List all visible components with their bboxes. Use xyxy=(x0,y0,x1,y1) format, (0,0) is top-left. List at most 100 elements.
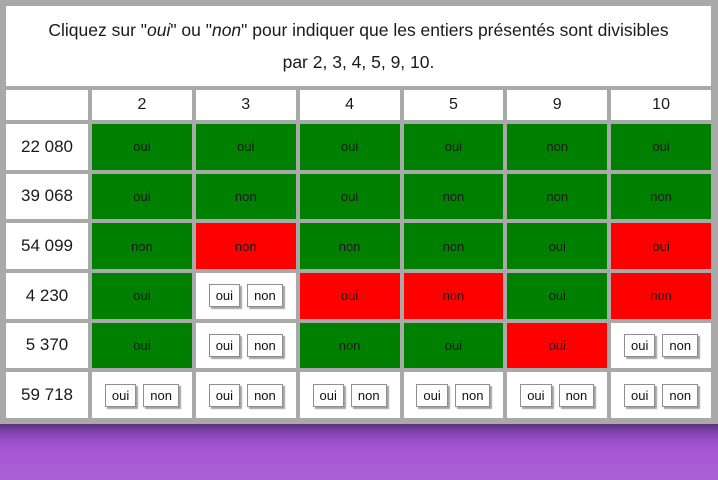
answer-cell: oui xyxy=(611,124,711,170)
non-button[interactable]: non xyxy=(350,383,387,407)
instruction-line2: par 2, 3, 4, 5, 9, 10. xyxy=(282,52,435,72)
row-label: 54 099 xyxy=(6,223,88,269)
answer-cell: oui non xyxy=(195,372,296,418)
instruction-segment: " pour indiquer que les entiers présenté… xyxy=(241,19,669,40)
oui-button[interactable]: oui xyxy=(208,383,241,407)
oui-button[interactable]: oui xyxy=(624,333,656,357)
answer-value: oui xyxy=(652,238,670,254)
non-button[interactable]: non xyxy=(558,383,595,407)
header-cell-5: 5 xyxy=(403,90,504,120)
row-label: 59 718 xyxy=(6,372,88,418)
non-button[interactable]: non xyxy=(143,383,179,407)
instruction-segment: " ou " xyxy=(170,19,212,40)
answer-cell: oui xyxy=(507,322,608,369)
row-label: 39 068 xyxy=(6,173,88,220)
answer-value: non xyxy=(338,337,361,353)
answer-value: oui xyxy=(133,288,151,304)
instruction-keyword: non xyxy=(211,19,242,40)
non-button[interactable]: non xyxy=(454,383,491,407)
non-button[interactable]: non xyxy=(662,333,699,357)
oui-button[interactable]: oui xyxy=(520,383,552,407)
oui-button[interactable]: oui xyxy=(208,284,241,308)
answer-value: oui xyxy=(444,139,463,155)
answer-cell: oui xyxy=(92,124,192,170)
answer-cell: oui xyxy=(92,322,192,369)
answer-cell: oui non xyxy=(195,322,296,369)
header-cell-3: 3 xyxy=(195,90,296,120)
divisibility-table: 2 3 4 5 9 10 22 080 oui oui oui oui non oui 39 068 oui… xyxy=(6,90,711,418)
answer-cell: non xyxy=(403,273,504,319)
answer-value: oui xyxy=(340,288,359,304)
non-button[interactable]: non xyxy=(247,284,283,308)
header-cell-4: 4 xyxy=(299,90,400,120)
oui-button[interactable]: oui xyxy=(104,383,137,407)
answer-value: oui xyxy=(548,337,566,353)
non-button[interactable]: non xyxy=(247,333,283,357)
answer-cell: non xyxy=(507,173,608,220)
answer-cell: non xyxy=(195,223,296,269)
answer-value: oui xyxy=(652,139,670,155)
answer-value: non xyxy=(546,188,569,204)
answer-cell: non xyxy=(92,223,192,269)
answer-cell: oui xyxy=(611,223,711,269)
corner-cell xyxy=(6,90,88,120)
answer-cell: oui non xyxy=(507,372,608,418)
answer-cell: oui xyxy=(92,273,192,319)
instructions-text: Cliquez sur "oui" ou "non" pour indiquer… xyxy=(48,14,668,79)
answer-cell: oui xyxy=(403,322,504,369)
answer-value: non xyxy=(442,188,465,204)
instruction-segment: Cliquez sur " xyxy=(48,19,147,40)
answer-value: oui xyxy=(548,238,566,254)
answer-cell: non xyxy=(507,124,608,170)
answer-value: oui xyxy=(133,337,151,353)
non-button[interactable]: non xyxy=(247,383,283,407)
answer-cell: non xyxy=(403,223,504,269)
answer-cell: oui xyxy=(299,173,400,220)
non-button[interactable]: non xyxy=(662,383,699,407)
row-label: 22 080 xyxy=(6,124,88,170)
answer-value: non xyxy=(546,139,569,155)
answer-value: oui xyxy=(340,139,359,155)
answer-cell: oui xyxy=(507,223,608,269)
answer-cell: oui non xyxy=(92,372,192,418)
answer-cell: non xyxy=(299,223,400,269)
answer-cell: oui xyxy=(403,124,504,170)
answer-cell: oui non xyxy=(195,273,296,319)
oui-button[interactable]: oui xyxy=(208,333,241,357)
answer-cell: non xyxy=(611,273,711,319)
purple-footer xyxy=(0,424,718,480)
row-label: 4 230 xyxy=(6,273,88,319)
answer-cell: non xyxy=(611,173,711,220)
oui-button[interactable]: oui xyxy=(416,383,448,407)
answer-cell: non xyxy=(403,173,504,220)
answer-value: oui xyxy=(133,139,151,155)
header-cell-2: 2 xyxy=(92,90,192,120)
answer-cell: non xyxy=(195,173,296,220)
answer-cell: oui xyxy=(195,124,296,170)
instruction-keyword: oui xyxy=(146,19,171,40)
instructions: Cliquez sur "oui" ou "non" pour indiquer… xyxy=(6,6,711,86)
answer-value: oui xyxy=(444,337,463,353)
answer-value: non xyxy=(442,238,465,254)
row-label: 5 370 xyxy=(6,322,88,369)
answer-cell: non xyxy=(299,322,400,369)
answer-cell: oui xyxy=(92,173,192,220)
answer-value: non xyxy=(234,238,257,254)
oui-button[interactable]: oui xyxy=(624,383,656,407)
answer-cell: oui xyxy=(507,273,608,319)
oui-button[interactable]: oui xyxy=(312,383,344,407)
answer-cell: oui non xyxy=(611,372,711,418)
answer-value: non xyxy=(442,288,465,304)
header-cell-10: 10 xyxy=(611,90,711,120)
answer-value: non xyxy=(338,238,361,254)
answer-value: oui xyxy=(133,188,151,204)
answer-cell: oui non xyxy=(611,322,711,369)
answer-value: oui xyxy=(548,288,566,304)
answer-value: oui xyxy=(340,188,359,204)
header-cell-9: 9 xyxy=(507,90,608,120)
answer-cell: oui non xyxy=(299,372,400,418)
answer-value: non xyxy=(650,188,672,204)
answer-cell: oui xyxy=(299,273,400,319)
answer-value: oui xyxy=(237,139,255,155)
